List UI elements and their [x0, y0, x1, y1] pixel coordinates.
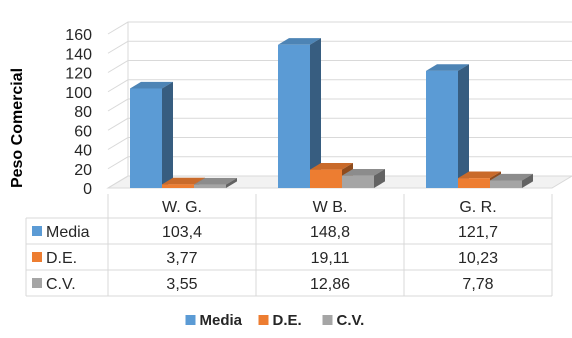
bar-top	[458, 171, 501, 179]
gridline	[107, 21, 572, 35]
category-label: W B.	[313, 199, 348, 216]
y-tick-label: 140	[65, 46, 92, 63]
bar-front	[278, 44, 310, 188]
bar-front	[194, 184, 226, 188]
table-series-name: Media	[46, 224, 90, 241]
legend-label: D.E.	[273, 312, 302, 329]
bar-cv-2	[490, 173, 533, 188]
bar-top	[194, 177, 237, 185]
bar-top	[130, 81, 173, 89]
gridline	[107, 60, 572, 73]
bar-front	[162, 184, 194, 188]
data-label: 103,4	[162, 224, 202, 241]
bar-top	[310, 163, 353, 170]
bar-de-1	[310, 163, 353, 188]
bar-top	[278, 38, 321, 45]
y-axis-label: Peso Comercial	[9, 68, 26, 188]
data-label: 19,11	[311, 250, 350, 267]
bar-front	[130, 88, 162, 188]
table-series-name: D.E.	[46, 250, 77, 267]
bar-front	[490, 180, 522, 188]
bar-side	[374, 169, 385, 188]
y-tick-label: 60	[74, 123, 92, 140]
data-label: 148,8	[310, 224, 350, 241]
table-legend-key	[32, 252, 42, 262]
gridline	[107, 137, 572, 150]
bar-side	[310, 38, 321, 189]
data-label: 10,23	[458, 250, 498, 267]
bars	[130, 38, 533, 189]
bar-side	[458, 64, 469, 188]
gridline	[107, 79, 572, 93]
legend-label: C.V.	[337, 312, 365, 329]
bar-front	[342, 175, 374, 188]
bar-media-1	[278, 38, 321, 189]
y-tick-label: 0	[83, 181, 92, 198]
data-table: W. G. W B. G. R. Media 103,4 148,8 121,7 D.E. 3,…	[25, 194, 553, 297]
y-tick-label: 160	[65, 27, 92, 44]
bar-cv-0	[194, 177, 237, 188]
bar-front	[310, 169, 342, 188]
data-label: 121,7	[458, 224, 498, 241]
y-tick-label: 20	[74, 162, 92, 179]
bar-cv-1	[342, 169, 385, 188]
y-tick-label: 100	[65, 85, 92, 102]
y-tick-label: 40	[74, 143, 92, 160]
bar-media-0	[130, 81, 173, 188]
bar-front	[458, 178, 490, 188]
gridline	[107, 117, 572, 131]
bar-top	[162, 177, 205, 185]
table-legend-key	[32, 278, 42, 288]
y-axis-ticks: 0 20 40 60 80 100 120 140 160	[65, 27, 92, 198]
legend-swatch	[322, 315, 333, 325]
bar-media-2	[426, 64, 469, 188]
legend-item: Media	[185, 312, 243, 329]
gridline	[107, 40, 572, 54]
bar-side	[522, 173, 533, 188]
y-tick-label: 120	[65, 66, 92, 83]
y-tick-label: 80	[74, 104, 92, 121]
legend-item: D.E.	[258, 312, 302, 329]
bar-side	[162, 81, 173, 188]
legend-label: Media	[200, 312, 243, 329]
data-label: 3,77	[166, 250, 197, 267]
bar-top	[426, 64, 469, 71]
category-label: W. G.	[162, 199, 202, 216]
data-label: 3,55	[166, 276, 197, 293]
table-legend-key	[32, 226, 42, 236]
gridline	[107, 98, 572, 112]
bar-top	[490, 173, 533, 181]
legend: Media D.E. C.V.	[185, 312, 365, 329]
data-label: 7,78	[462, 276, 493, 293]
table-series-name: C.V.	[46, 276, 76, 293]
legend-item: C.V.	[322, 312, 365, 329]
data-label: 12,86	[310, 276, 350, 293]
legend-swatch	[258, 315, 269, 325]
legend-swatch	[185, 315, 196, 325]
bar-top	[342, 169, 385, 176]
category-label: G. R.	[459, 199, 496, 216]
bar-side	[226, 177, 237, 188]
bar-front	[426, 70, 458, 188]
